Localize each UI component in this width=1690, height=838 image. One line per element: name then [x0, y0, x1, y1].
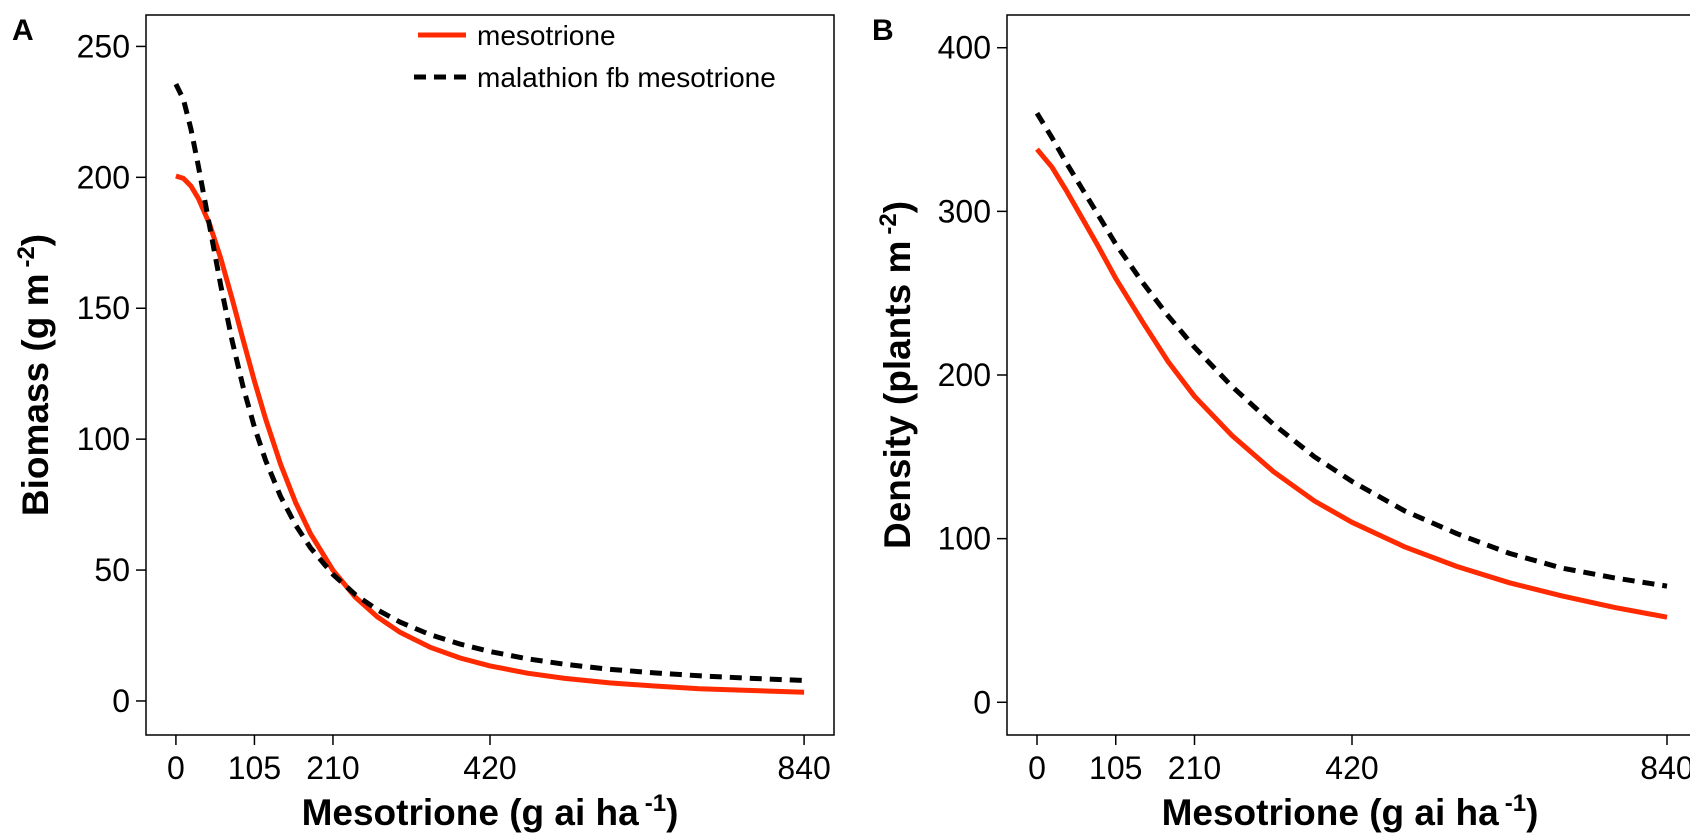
panel-b-lines — [1034, 111, 1668, 620]
panel-a-x-axis-title: Mesotrione (g ai ha -1) — [302, 790, 679, 833]
panel-b-letter: B — [872, 14, 894, 47]
panel-a-x-tick-label: 210 — [306, 750, 359, 786]
panel-a-y-tick-label: 250 — [77, 28, 130, 64]
panel-a-x-tick-label: 0 — [167, 750, 185, 786]
panel-b-frame — [1006, 14, 1690, 736]
panel-a-y-tick-label: 50 — [94, 552, 130, 588]
panel-b-x-tick-label: 0 — [1028, 750, 1046, 786]
panel-b-y-tick-label: 0 — [973, 684, 991, 720]
panel-b-ticks: 0 105 210 420 840 0 100 200 300 400 — [938, 30, 1690, 786]
panel-b-series-mesotrione-line — [1035, 147, 1668, 620]
panel-a-plot: 0 105 210 420 840 0 50 100 150 200 250 mesotrione … — [13, 14, 835, 833]
panel-a-x-tick-label: 420 — [463, 750, 516, 786]
panel-a-y-tick-label: 150 — [77, 290, 130, 326]
legend: mesotrione malathion fb mesotrione — [414, 20, 776, 93]
panel-b-series-malathion-fb-mesotrione-line — [1034, 111, 1668, 589]
panel-a-series-mesotrione-line — [175, 173, 805, 695]
panel-b-x-tick-label: 840 — [1640, 750, 1690, 786]
legend-label-mesotrione: mesotrione — [477, 20, 616, 51]
legend-label-malathion: malathion fb mesotrione — [477, 62, 776, 93]
panel-b-plot: 0 105 210 420 840 0 100 200 300 400 Mesotrione (g… — [875, 14, 1690, 833]
panel-a-letter: A — [12, 14, 34, 47]
panel-a-y-axis-title: Biomass (g m-2) — [13, 234, 56, 516]
panel-a-x-tick-label: 840 — [777, 750, 830, 786]
panel-a-y-tick-label: 100 — [77, 421, 130, 457]
panel-b-x-axis-title: Mesotrione (g ai ha -1) — [1162, 790, 1539, 833]
panel-b-y-tick-label: 100 — [938, 521, 991, 557]
panel-a-y-tick-label: 200 — [77, 159, 130, 195]
panel-a-y-tick-label: 0 — [112, 683, 130, 719]
panel-a-x-tick-label: 105 — [228, 750, 281, 786]
panel-b-x-tick-label: 105 — [1089, 750, 1142, 786]
panel-b-y-tick-label: 400 — [938, 30, 991, 66]
panel-b-y-axis-title: Density (plants m-2) — [875, 201, 918, 549]
panel-a-ticks: 0 105 210 420 840 0 50 100 150 200 250 — [77, 28, 831, 786]
panel-a-frame — [145, 14, 835, 736]
panel-b-x-tick-label: 210 — [1168, 750, 1221, 786]
panel-b-y-tick-label: 200 — [938, 357, 991, 393]
panel-a-series-malathion-fb-mesotrione-line — [173, 82, 805, 683]
panel-b-x-tick-label: 420 — [1325, 750, 1378, 786]
panel-a-lines — [173, 82, 805, 695]
panel-b-y-tick-label: 300 — [938, 193, 991, 229]
